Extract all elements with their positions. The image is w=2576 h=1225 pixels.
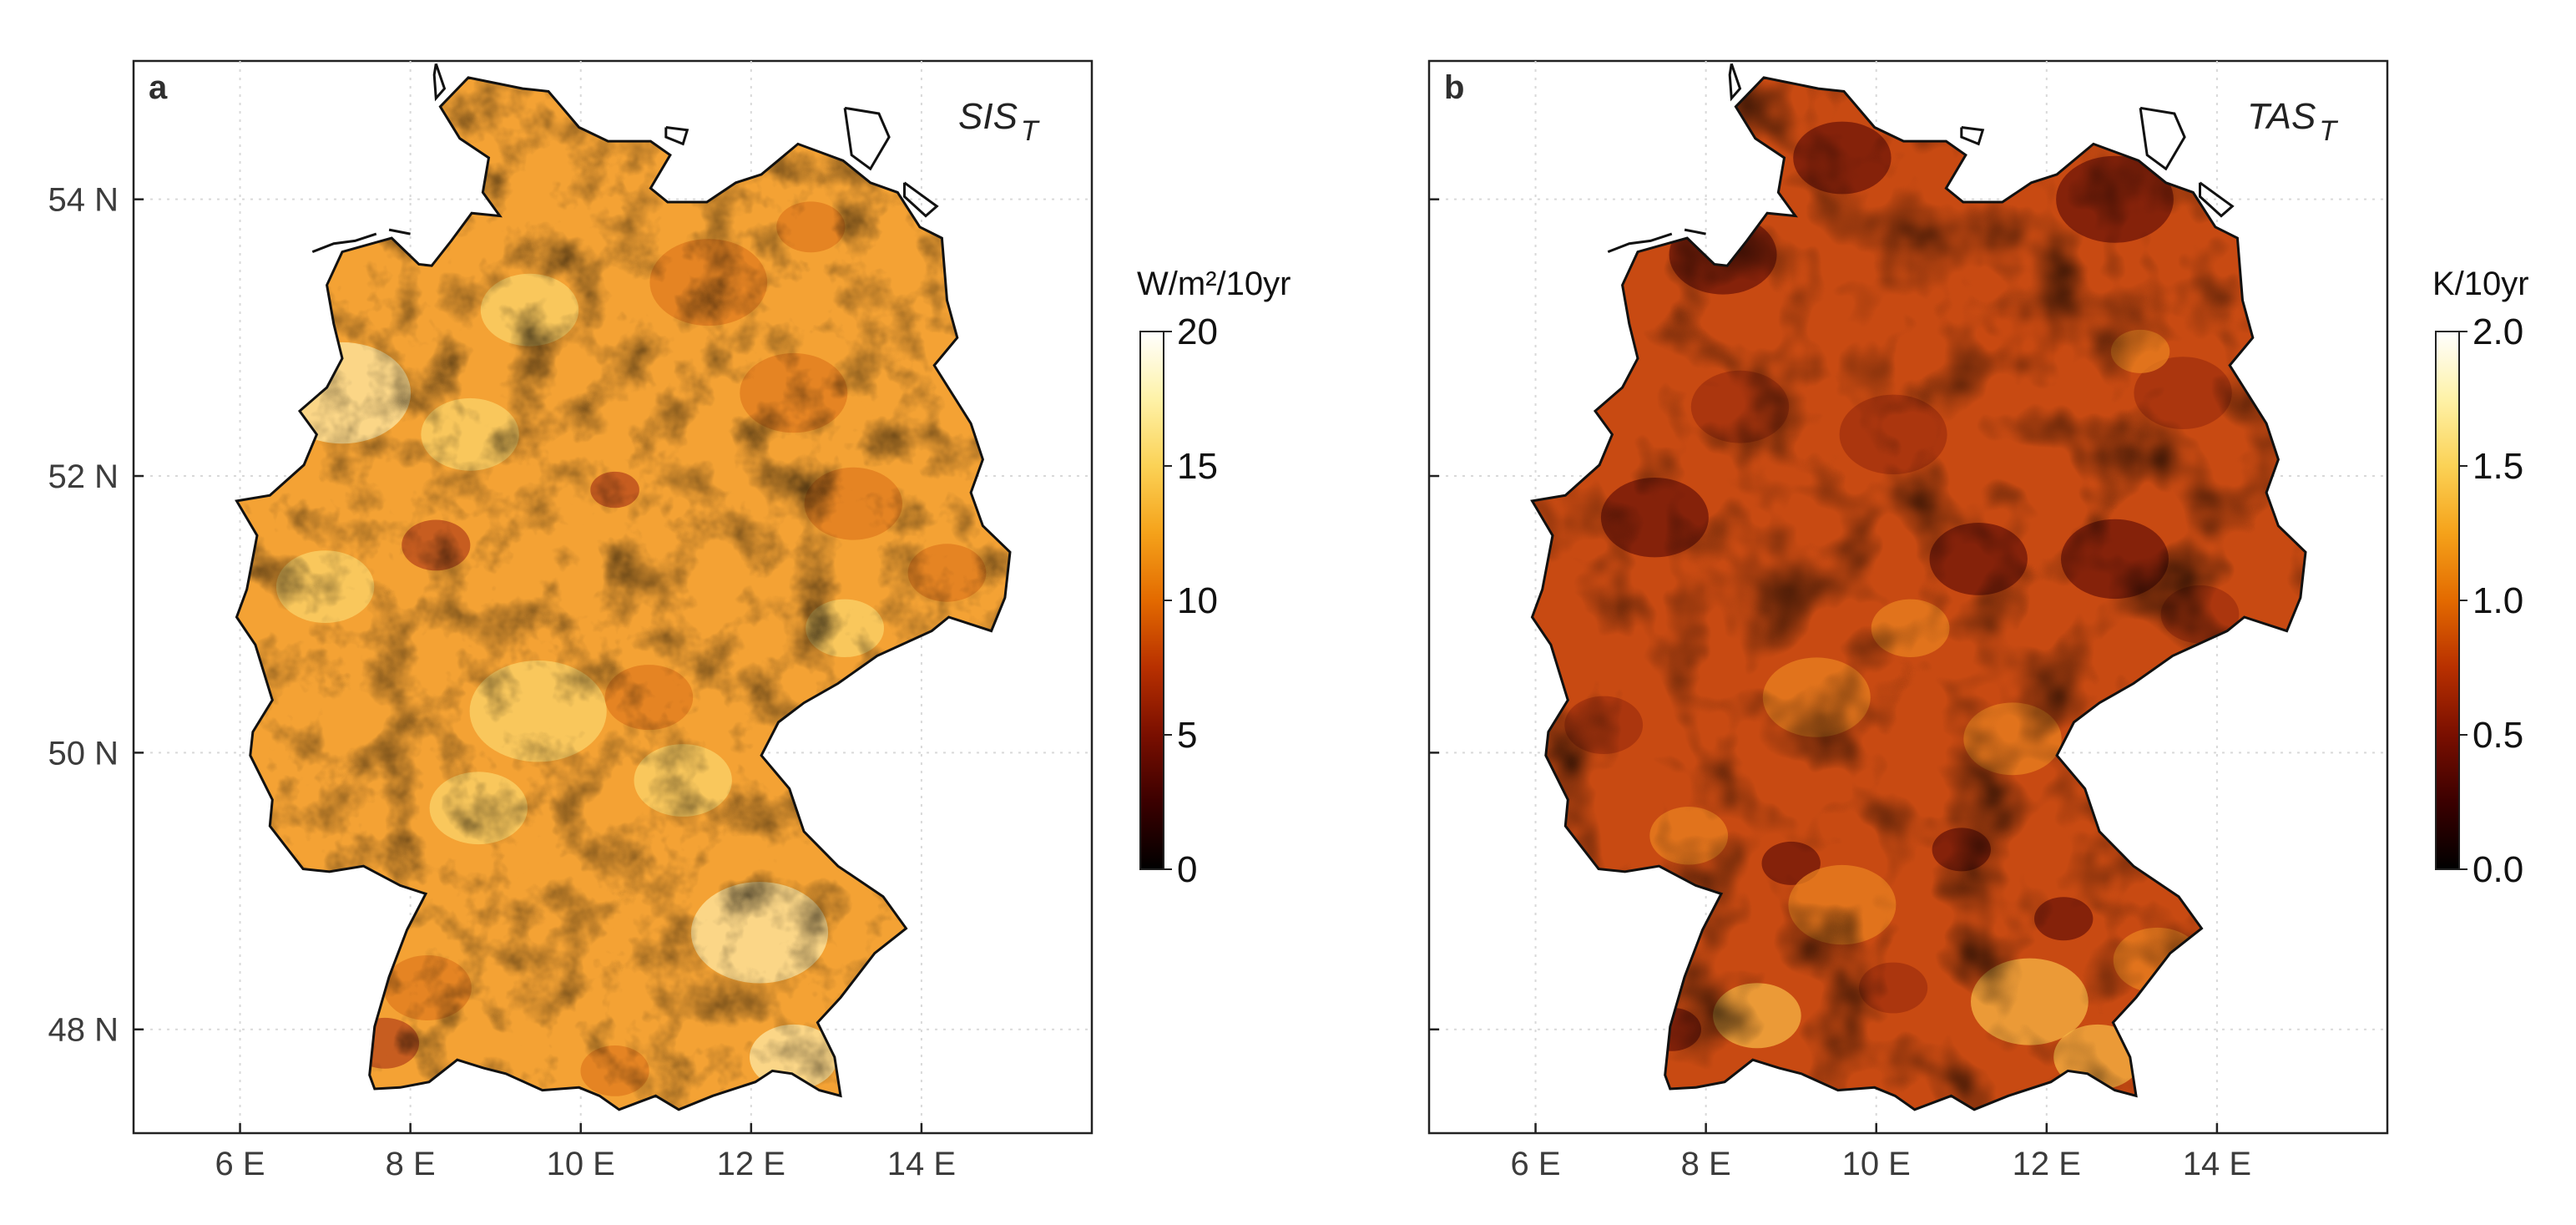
panel-a-y-ticks: 54 N 52 N 50 N 48 N <box>48 182 144 1049</box>
panel-a-germany-outline <box>235 76 1012 1111</box>
x-tick-label: 14 E <box>2183 1146 2251 1182</box>
colorbar-tick-label: 1.5 <box>2472 446 2523 487</box>
colorbar-tick-label: 20 <box>1177 311 1218 352</box>
colorbar-tick-label: 2.0 <box>2472 311 2523 352</box>
x-tick-label: 6 E <box>1511 1146 1561 1182</box>
x-tick-label: 10 E <box>1842 1146 1911 1182</box>
x-tick-label: 12 E <box>2013 1146 2081 1182</box>
colorbar-a-unit: W/m²/10yr <box>1137 266 1291 302</box>
colorbar-tick-label: 0 <box>1177 849 1197 890</box>
colorbar-a-ticks: 0 5 10 15 20 <box>1164 311 1218 890</box>
x-tick-label: 8 E <box>1681 1146 1731 1182</box>
colorbar-a-gradient <box>1139 331 1164 870</box>
panel-a-sis-trend-map: 6 E 8 E 10 E 12 E 14 E 54 N 52 N 50 N 48 N a SI… <box>48 59 1094 1182</box>
colorbar-tick-label: 15 <box>1177 446 1218 487</box>
panel-b-x-ticks: 6 E 8 E 10 E 12 E 14 E <box>1511 1123 2251 1182</box>
panel-a-variable-subscript: T <box>1021 115 1040 147</box>
y-tick-label: 52 N <box>48 458 119 495</box>
x-tick-label: 12 E <box>717 1146 785 1182</box>
panel-b-coastline-islands <box>1607 63 2235 253</box>
panel-a-x-ticks: 6 E 8 E 10 E 12 E 14 E <box>215 1123 956 1182</box>
x-tick-label: 6 E <box>215 1146 265 1182</box>
y-tick-label: 54 N <box>48 182 119 219</box>
colorbar-tick-label: 5 <box>1177 715 1197 756</box>
panel-b-tas-trend-map: 6 E 8 E 10 E 12 E 14 E b TAS T <box>1427 59 2389 1182</box>
panel-a-variable: SIS <box>958 96 1018 137</box>
x-tick-label: 14 E <box>887 1146 956 1182</box>
colorbar-tick-label: 0.5 <box>2472 715 2523 756</box>
colorbar-tick-label: 10 <box>1177 580 1218 621</box>
panel-b-variable: TAS <box>2247 96 2316 137</box>
x-tick-label: 10 E <box>547 1146 615 1182</box>
colorbar-tick-label: 1.0 <box>2472 580 2523 621</box>
panel-b-variable-label: TAS T <box>2247 96 2338 147</box>
panel-a-variable-label: SIS T <box>958 96 1040 147</box>
panel-a-coastline-islands <box>311 63 939 253</box>
panel-b-y-ticks <box>1429 198 1439 1030</box>
colorbar-b-unit: K/10yr <box>2432 266 2529 302</box>
y-tick-label: 50 N <box>48 735 119 772</box>
colorbar-b: K/10yr 0.0 0.5 1.0 1.5 2.0 <box>2432 266 2529 890</box>
panel-b-letter: b <box>1444 69 1464 106</box>
panel-b-germany-outline <box>1530 76 2307 1111</box>
x-tick-label: 8 E <box>386 1146 436 1182</box>
colorbar-b-ticks: 0.0 0.5 1.0 1.5 2.0 <box>2459 311 2523 890</box>
colorbar-b-gradient <box>2435 331 2460 870</box>
colorbar-a: W/m²/10yr 0 5 10 15 20 <box>1137 266 1291 890</box>
y-tick-label: 48 N <box>48 1012 119 1049</box>
panel-b-variable-subscript: T <box>2319 115 2338 147</box>
panel-a-letter: a <box>149 69 168 106</box>
colorbar-tick-label: 0.0 <box>2472 849 2523 890</box>
